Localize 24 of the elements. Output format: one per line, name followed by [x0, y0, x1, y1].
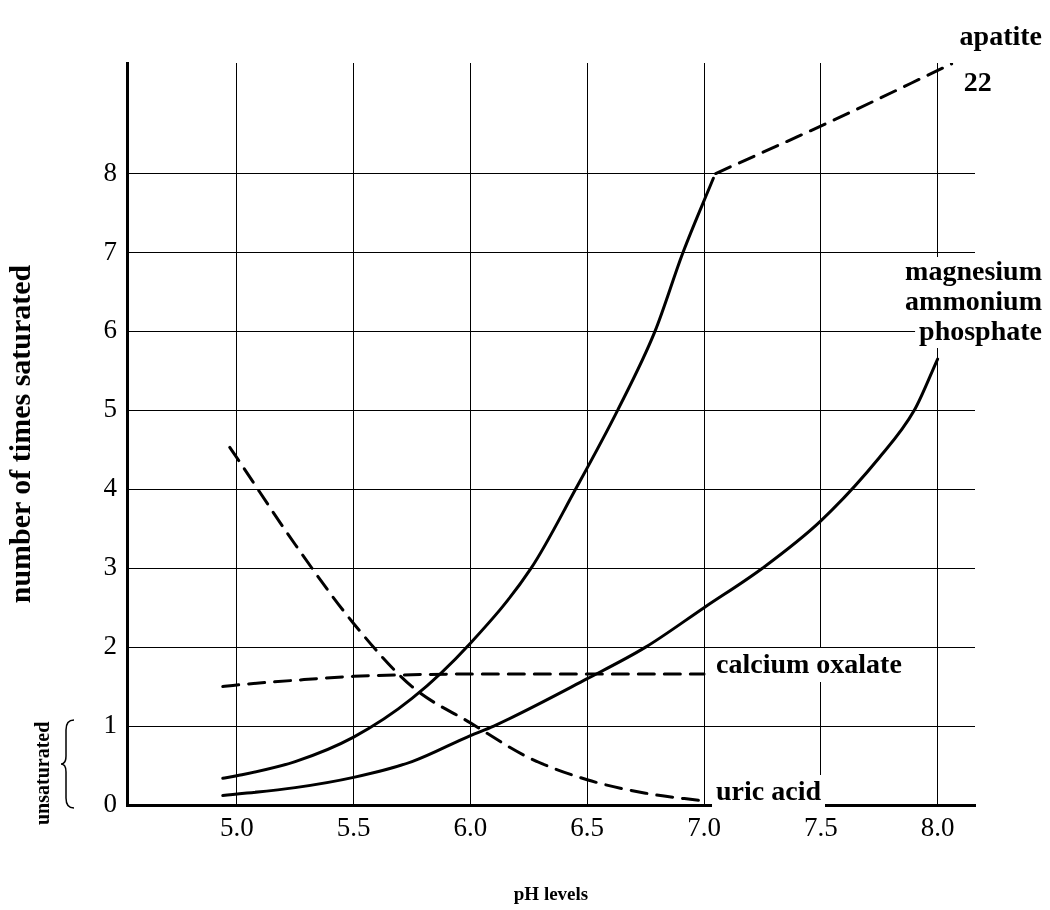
y-tick-label: 7 — [103, 235, 117, 266]
x-axis-title: pH levels — [513, 882, 589, 904]
series-label: uric acid — [716, 775, 822, 807]
text: unsaturated — [31, 721, 54, 825]
y-tick-label: 0 — [103, 788, 117, 819]
x-tick-label: 8.0 — [920, 812, 955, 843]
y-axis-title: number of times saturated — [2, 264, 36, 604]
y-tick-label: 5 — [103, 393, 117, 424]
y-tick-label: 8 — [103, 156, 117, 187]
y-tick-label: 2 — [103, 630, 117, 661]
x-tick-label: 7.5 — [803, 812, 838, 843]
x-tick-label: 6.5 — [570, 812, 605, 843]
series-label: magnesium ammonium phosphate — [905, 255, 1042, 347]
x-tick-label: 5.5 — [336, 812, 371, 843]
series-label: apatite — [959, 20, 1042, 52]
x-tick-label: 6.0 — [453, 812, 488, 843]
y-tick-label: 3 — [103, 551, 117, 582]
y-tick-label: 1 — [103, 709, 117, 740]
x-tick-label: 5.0 — [219, 812, 254, 843]
annotation: 22 — [963, 66, 992, 98]
y-tick-label: 4 — [103, 472, 118, 503]
y-tick-label: 6 — [103, 314, 117, 345]
x-tick-label: 7.0 — [687, 812, 721, 843]
series-label: calcium oxalate — [716, 648, 902, 680]
